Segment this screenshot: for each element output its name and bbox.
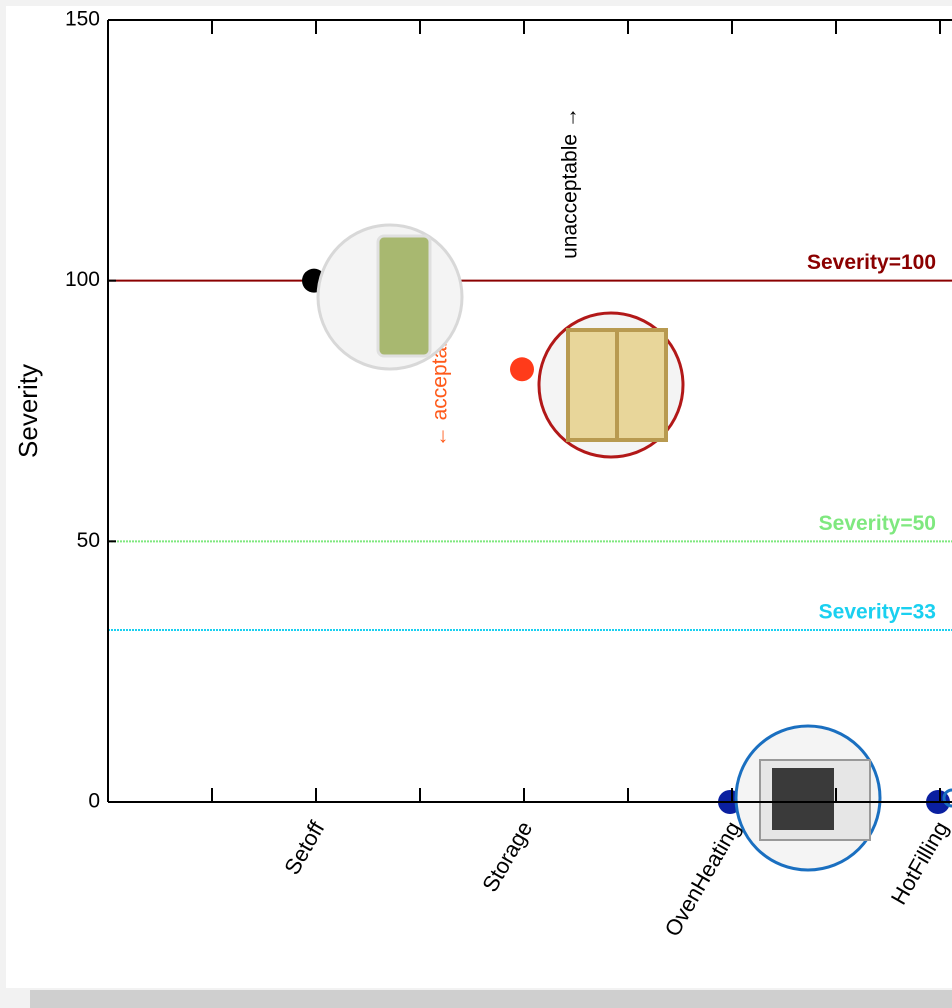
annotation: unacceptable → [559, 107, 582, 259]
y-tick-label: 100 [65, 268, 100, 291]
thumbnails [316, 223, 952, 872]
y-tick-label: 50 [77, 529, 100, 552]
filling-thumbnail [942, 788, 952, 808]
y-tick-label: 0 [88, 790, 100, 813]
reference-label: Severity=100 [807, 251, 936, 274]
reference-label: Severity=50 [819, 512, 936, 535]
cup-stack [376, 234, 432, 358]
y-axis-label: Severity [13, 364, 43, 458]
point [510, 357, 534, 382]
y-tick-label: 150 [65, 8, 100, 31]
oven-door [772, 768, 834, 830]
bottom-bar [30, 990, 952, 1008]
reference-label: Severity=33 [819, 601, 936, 624]
